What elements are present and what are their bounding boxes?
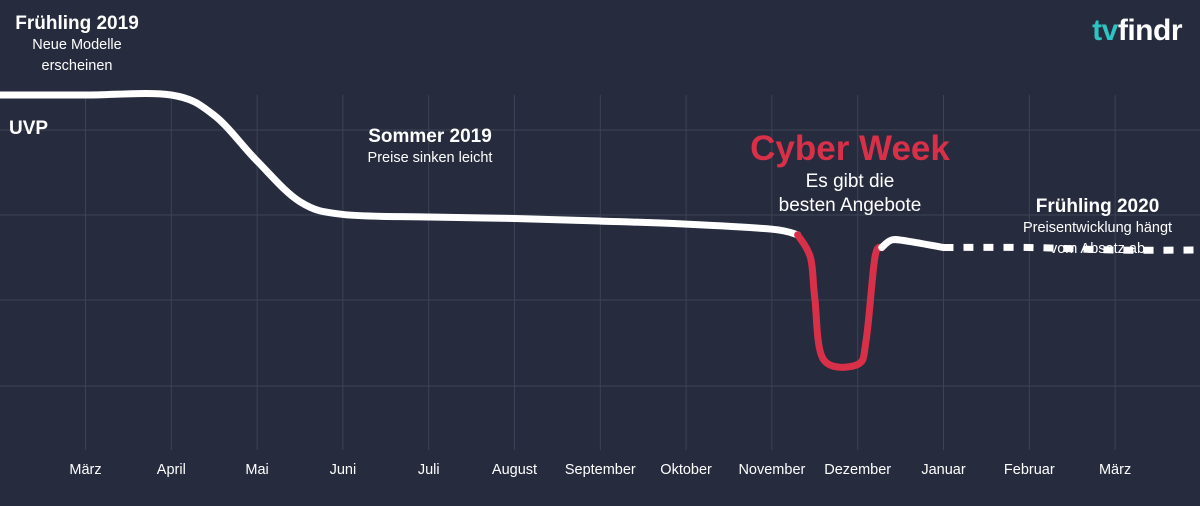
uvp-label: UVP — [9, 118, 49, 139]
x-tick-label: September — [565, 462, 636, 478]
x-tick-label: Juni — [330, 462, 357, 478]
annotation-summer-2019: Sommer 2019 Preise sinken leicht — [340, 125, 520, 169]
annotation-title: Cyber Week — [750, 129, 950, 168]
x-tick-label: März — [69, 462, 101, 478]
x-tick-label: Juli — [418, 462, 440, 478]
annotation-line: Preisentwicklung hängt — [1022, 220, 1173, 236]
annotation-line: Es gibt die — [805, 171, 895, 192]
annotation-line: erscheinen — [41, 58, 113, 74]
x-tick-label: Februar — [1004, 462, 1055, 478]
tvfindr-logo: tvfindr — [1092, 14, 1182, 48]
annotation-line: Neue Modelle — [32, 37, 122, 53]
logo-part-tv: tv — [1092, 14, 1118, 47]
price-line-highlight-1 — [794, 231, 886, 371]
x-tick-label: März — [1099, 462, 1131, 478]
annotation-cyber-week: Cyber Week Es gibt die besten Angebote — [730, 128, 970, 218]
x-tick-label: Januar — [921, 462, 966, 478]
price-line-solid-2 — [878, 236, 947, 251]
x-tick-label: November — [738, 462, 805, 478]
x-tick-label: August — [492, 462, 537, 478]
annotation-title: Frühling 2020 — [1035, 196, 1160, 217]
chart-grid — [0, 95, 1200, 450]
x-tick-label: Oktober — [660, 462, 712, 478]
price-line-dashed-3 — [943, 243, 1200, 254]
x-tick-label: Mai — [245, 462, 268, 478]
annotation-spring-2020: Frühling 2020 Preisentwicklung hängt vom… — [1010, 195, 1185, 260]
annotation-title: Sommer 2019 — [368, 126, 492, 147]
annotation-line: Preise sinken leicht — [367, 150, 493, 166]
chart-series — [0, 90, 1200, 371]
annotation-spring-2019: Frühling 2019 Neue Modelle erscheinen — [6, 12, 148, 77]
annotation-title: Frühling 2019 — [15, 13, 139, 34]
annotation-line: vom Absatz ab — [1049, 241, 1146, 257]
annotation-line: besten Angebote — [778, 195, 922, 216]
price-line-solid-0 — [0, 90, 802, 239]
x-axis-tick-labels: März April Mai Juni Juli August September Oktob… — [69, 462, 1131, 478]
x-tick-label: Dezember — [824, 462, 891, 478]
logo-part-findr: findr — [1117, 14, 1183, 47]
x-tick-label: April — [157, 462, 186, 478]
